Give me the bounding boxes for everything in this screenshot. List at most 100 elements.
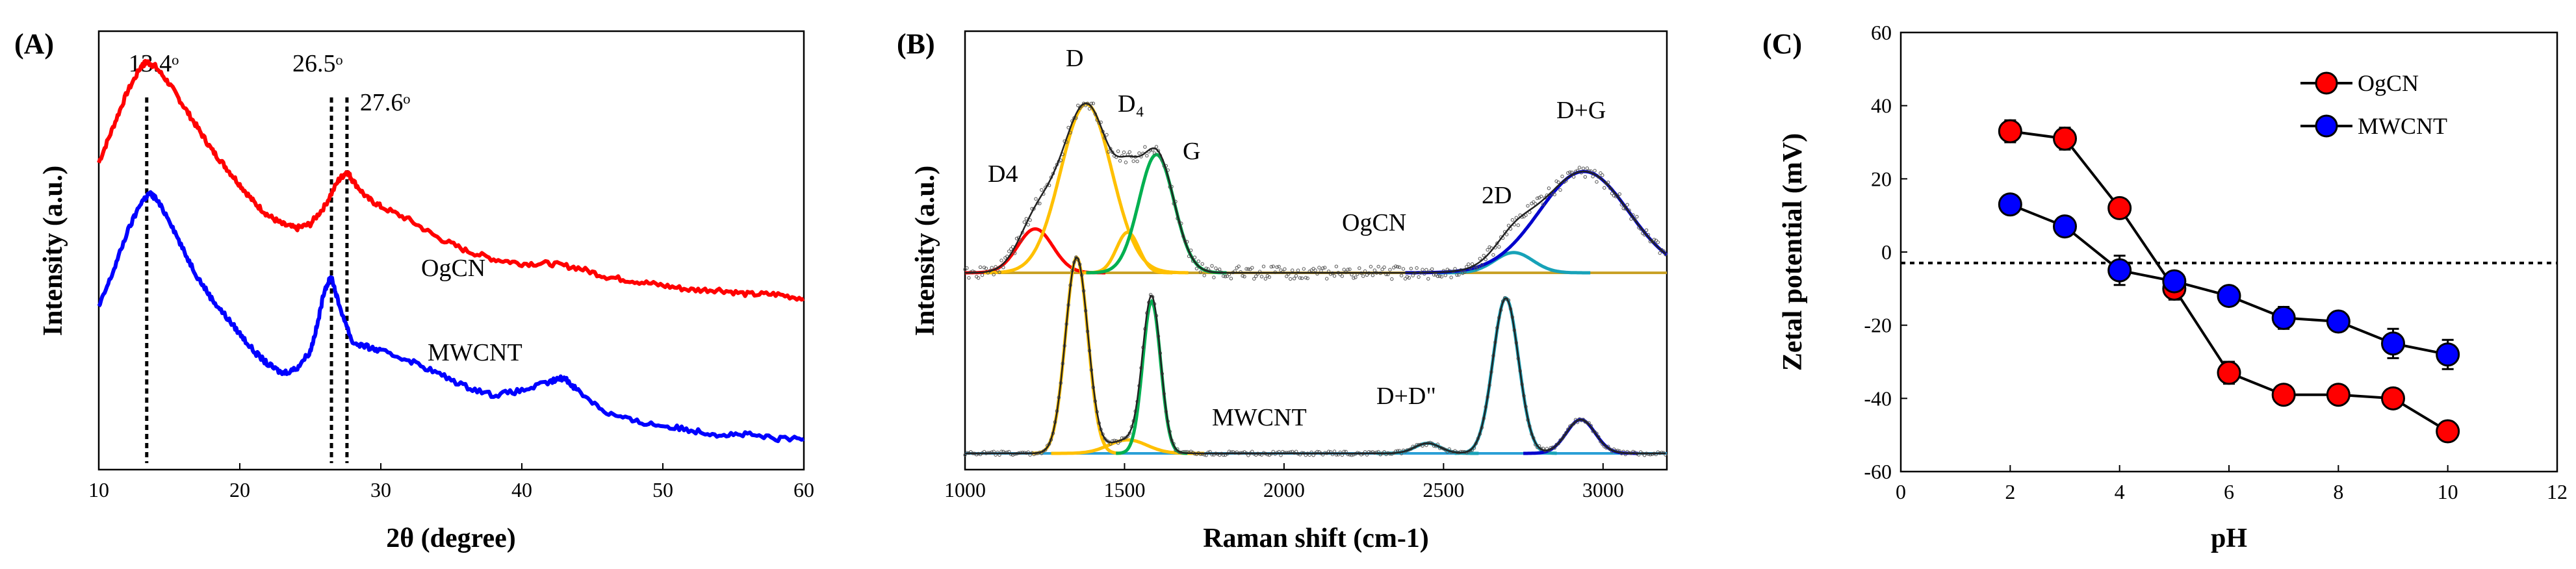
- panel-b-data-point: [1568, 170, 1572, 174]
- panel-b-data-point: [1432, 273, 1436, 277]
- panel-b-data-point: [1437, 274, 1442, 278]
- panel-b-data-point: [1581, 166, 1586, 170]
- panel-c-line-ogcn: [2010, 130, 2449, 433]
- legend-mwcnt-marker: [2315, 114, 2338, 138]
- panel-b-data-point: [1263, 277, 1268, 281]
- panel-b-envelope-mwcnt: [965, 256, 1666, 455]
- panel-b-data-point: [1430, 267, 1434, 271]
- panel-b-data-point: [1399, 273, 1404, 277]
- panel-b-data-point: [1252, 277, 1256, 281]
- panel-c-x-tick-label: 2: [2005, 480, 2015, 503]
- panel-a-x-tick-label: 30: [370, 478, 391, 501]
- panel-b-data-point: [1629, 217, 1633, 221]
- panel-b-x-tick-label: 2500: [1423, 478, 1464, 501]
- panel-b-data-point: [1604, 181, 1608, 185]
- panel-b-data-point: [1038, 201, 1042, 205]
- panel-b-data-point: [1196, 259, 1201, 263]
- panel-b-data-point: [1591, 175, 1595, 179]
- panel-b-data-point: [1210, 264, 1214, 268]
- panel-b-data-point: [1332, 274, 1337, 278]
- panel-c-y-tick-label: 40: [1871, 94, 1892, 118]
- panel-b-data-point: [1223, 275, 1228, 279]
- panel-b-data-point: [1439, 275, 1444, 279]
- panel-b-data-point: [1510, 218, 1515, 222]
- panel-c-x-tick-label: 4: [2115, 480, 2125, 503]
- panel-b-data-point: [1246, 267, 1250, 271]
- panel-b-data-point: [1595, 180, 1599, 184]
- panel-b-data-point: [1346, 268, 1350, 272]
- panel-b-data-point: [1610, 192, 1614, 196]
- panel-b-d-label: D: [1066, 45, 1083, 72]
- panel-b-data-point: [1040, 188, 1044, 192]
- panel-b-data-point: [1486, 247, 1489, 252]
- panel-b-data-point: [1034, 197, 1038, 201]
- panel-b-data-point: [1497, 245, 1501, 249]
- panel-b-x-tick-label: 1500: [1103, 478, 1145, 501]
- panel-a-series-mwcnt: [97, 190, 805, 444]
- panel-c-point-ogcn: [2326, 383, 2351, 407]
- panel-b-data-point: [1532, 200, 1536, 204]
- panel-b-data-point: [1105, 133, 1109, 137]
- panel-b-data-point: [1214, 266, 1218, 270]
- panel-b-g-label: G: [1183, 138, 1200, 165]
- panel-b-peak-mwcnt-4: [1454, 296, 1557, 455]
- panel-b-data-point: [982, 266, 986, 270]
- panel-b-y-axis-title: Intensity (a.u.): [910, 166, 940, 336]
- panel-b-envelope-ogcn: [965, 102, 1666, 274]
- panel-b-data-point: [1304, 275, 1308, 280]
- panel-b-data-point: [1289, 277, 1293, 281]
- panel-b-x-tick-label: 1000: [944, 478, 986, 501]
- panel-b-data-point: [1026, 223, 1030, 227]
- panel-b-data-point: [1470, 262, 1475, 266]
- panel-b-data-point: [1352, 276, 1356, 280]
- panel-c-label: (C): [1762, 28, 1802, 60]
- panel-b-ddpp-label: D+D": [1376, 383, 1436, 410]
- panel-c-point-mwcnt: [2381, 331, 2405, 356]
- panel-c-point-mwcnt: [2053, 214, 2077, 239]
- panel-b-peak-ogcn-5: [1405, 170, 1668, 275]
- panel-b-data-point: [1560, 174, 1564, 179]
- panel-b-data-point: [1426, 277, 1430, 281]
- panel-b-data-point: [1599, 171, 1603, 175]
- panel-b-peak-ogcn-4: [1437, 251, 1591, 275]
- panel-c-point-ogcn: [1998, 119, 2022, 144]
- panel-b-data-point: [1279, 268, 1283, 272]
- panel-b-data-point: [1285, 274, 1289, 279]
- panel-b-data-point: [1012, 251, 1017, 255]
- panel-b-data-point: [1539, 194, 1543, 199]
- panel-b-data-point: [1001, 266, 1005, 270]
- panel-b-data-point: [1504, 233, 1509, 236]
- panel-a-reference-label: 27.6ᵒ: [360, 89, 411, 116]
- panel-b-data-point: [1291, 268, 1294, 272]
- panel-b-peak-mwcnt-2: [1116, 299, 1188, 455]
- panel-b-d4-label: D4: [988, 160, 1018, 188]
- panel-b-data-point: [1122, 150, 1126, 155]
- panel-b-data-point: [992, 273, 996, 277]
- panel-b-data-point: [1237, 264, 1241, 268]
- panel-b-data-point: [1198, 270, 1203, 274]
- panel-b-data-point: [1397, 265, 1402, 270]
- panel-b-mwcnt-label: MWCNT: [1212, 404, 1307, 431]
- panel-b-data-point: [1585, 166, 1590, 170]
- panel-b-data-point: [1342, 268, 1346, 272]
- panel-b-data-point: [1221, 274, 1226, 278]
- panel-b-data-point: [980, 273, 985, 277]
- panel-b-data-point: [1409, 266, 1413, 271]
- panel-b-data-point: [1275, 265, 1279, 269]
- panel-b-data-point: [1380, 268, 1384, 272]
- panel-a-x-ticks: 10 20 30 40 50 60: [88, 463, 814, 501]
- panel-b-data-point: [967, 276, 971, 280]
- panel-b-data-point: [1200, 262, 1204, 266]
- panel-b-data-point: [1143, 145, 1147, 149]
- panel-b-data-point: [1403, 277, 1408, 281]
- panel-b-data-point: [1358, 266, 1361, 270]
- panel-c-point-mwcnt: [1998, 192, 2022, 217]
- panel-b-data-point: [1424, 268, 1428, 272]
- panel-b-data-point: [1583, 175, 1588, 179]
- panel-b-data-point: [1421, 268, 1424, 272]
- panel-c-x-tick-label: 8: [2333, 480, 2343, 503]
- panel-c-point-mwcnt: [2326, 309, 2351, 334]
- panel-b-data-point: [1552, 192, 1556, 197]
